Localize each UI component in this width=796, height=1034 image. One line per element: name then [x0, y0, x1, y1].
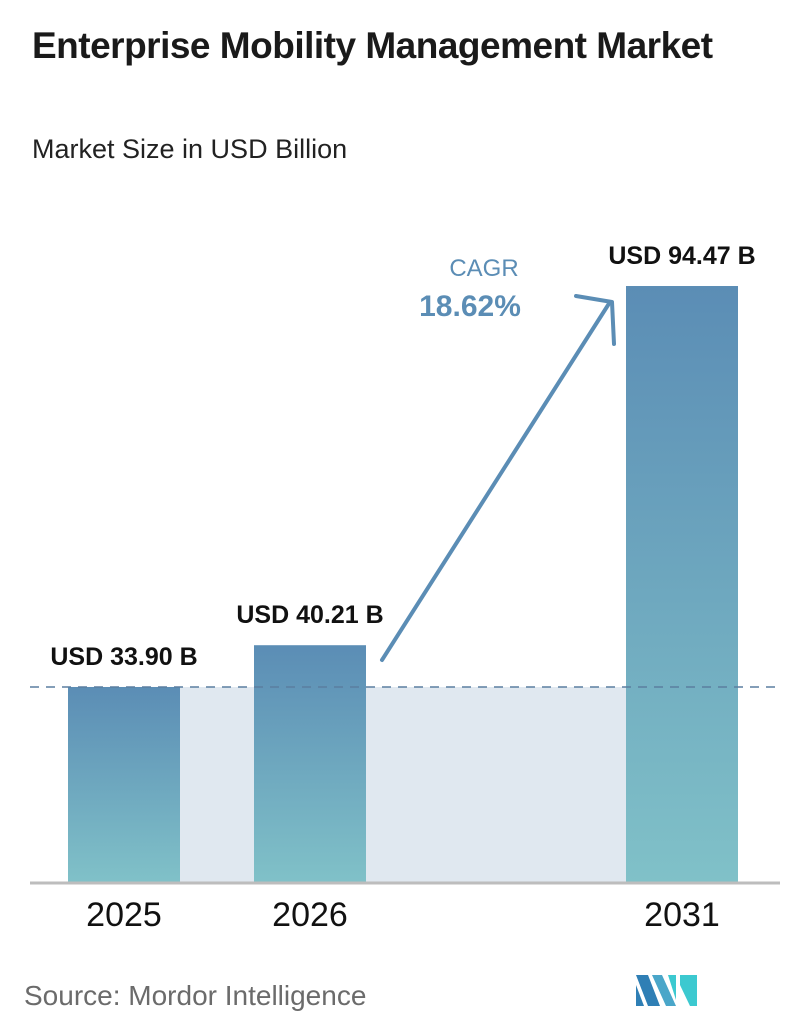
cagr-label: CAGR [449, 255, 518, 282]
baseline-band [180, 686, 626, 882]
cagr-value: 18.62% [419, 290, 521, 323]
data-label-2031: USD 94.47 B [608, 242, 755, 270]
source-text: Source: Mordor Intelligence [24, 980, 367, 1011]
data-label-2025: USD 33.90 B [50, 643, 197, 671]
x-tick-2025: 2025 [86, 896, 162, 934]
cagr-arrow-head [574, 294, 616, 346]
bar-2031 [626, 286, 738, 882]
chart-subtitle: Market Size in USD Billion [32, 134, 348, 164]
chart-title: Enterprise Mobility Management Market [32, 25, 713, 66]
bar-2025 [68, 686, 180, 882]
cagr-arrow [380, 300, 612, 662]
x-tick-2031: 2031 [644, 896, 720, 934]
x-tick-2026: 2026 [272, 896, 348, 934]
data-label-2026: USD 40.21 B [236, 601, 383, 629]
bar-2026 [254, 645, 366, 882]
